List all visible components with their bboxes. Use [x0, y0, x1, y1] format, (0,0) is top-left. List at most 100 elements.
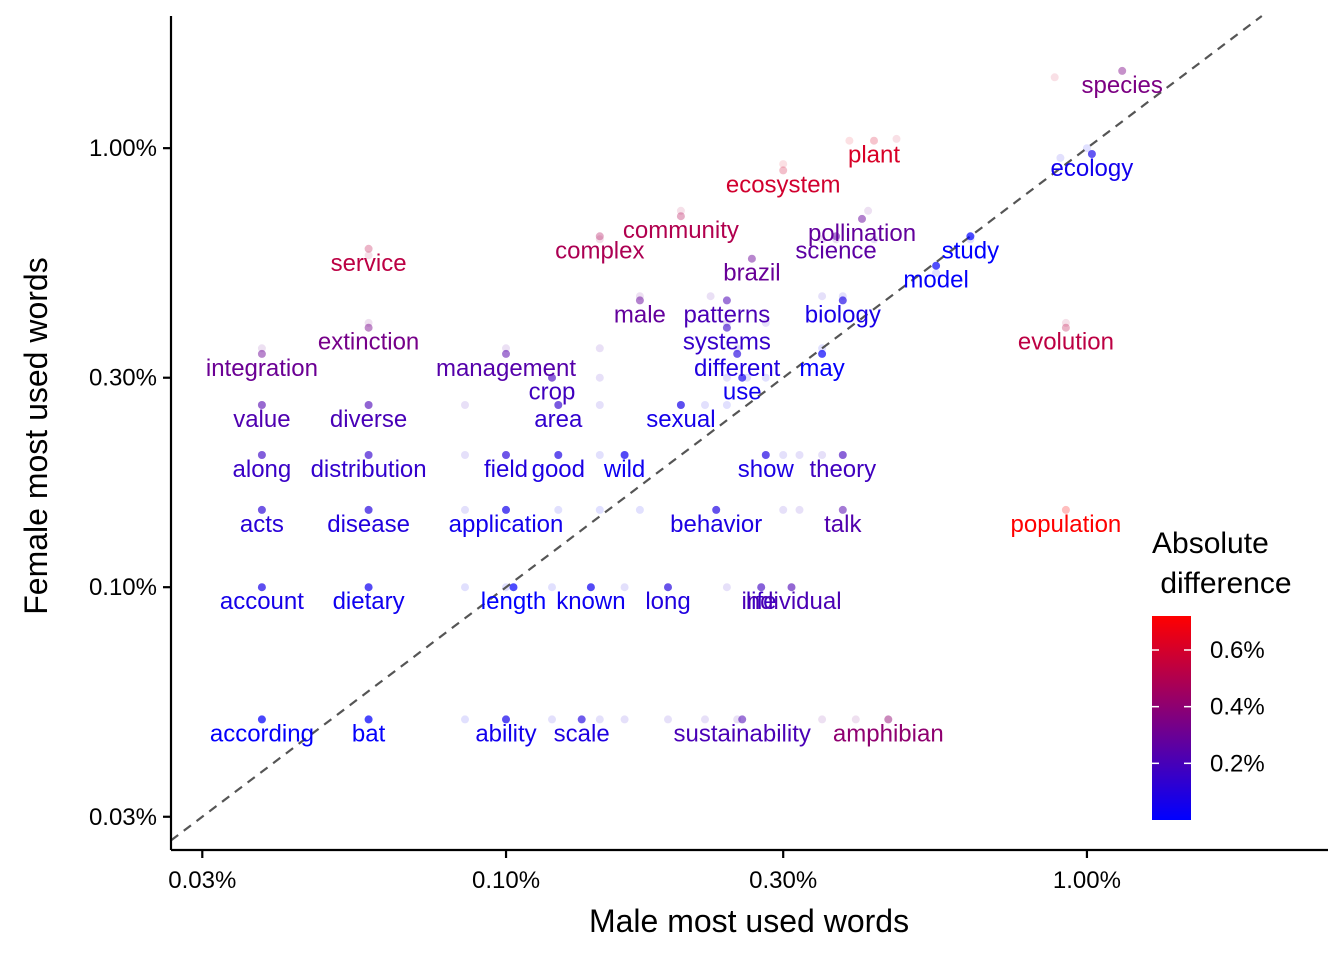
- background-point: [1061, 505, 1070, 514]
- y-axis-ticks: 0.03% 0.10% 0.30% 1.00%: [89, 135, 171, 831]
- word-point-long: [664, 583, 672, 592]
- word-point-amphibian: [884, 715, 893, 724]
- word-point-crop: [548, 373, 556, 382]
- word-point-scale: [577, 715, 586, 724]
- legend-colorbar: [1152, 616, 1191, 820]
- word-label-field: field: [484, 456, 528, 483]
- background-point: [701, 715, 709, 724]
- background-point: [1050, 73, 1059, 82]
- word-label-bat: bat: [352, 720, 386, 747]
- x-tick-label: 0.30%: [749, 867, 817, 894]
- word-labels: species plant ecology ecosystem community pol…: [206, 72, 1163, 748]
- background-point: [706, 292, 715, 301]
- background-point: [595, 715, 604, 724]
- y-tick-label: 0.30%: [89, 365, 157, 392]
- background-point: [620, 583, 629, 592]
- word-label-plant: plant: [848, 142, 900, 169]
- word-label-extinction: extinction: [318, 329, 419, 356]
- word-point-field: [502, 451, 510, 459]
- word-point-male: [635, 296, 644, 305]
- word-label-biology: biology: [805, 301, 881, 328]
- word-point-ability: [502, 715, 510, 724]
- word-point-value: [257, 401, 266, 409]
- background-point: [779, 451, 788, 459]
- word-label-management: management: [436, 355, 576, 382]
- word-point-study: [966, 232, 975, 241]
- x-tick-label: 1.00%: [1053, 867, 1121, 894]
- word-label-distribution: distribution: [311, 456, 427, 483]
- background-point: [595, 451, 604, 459]
- word-label-individual: individual: [741, 588, 841, 615]
- background-point: [595, 401, 604, 409]
- word-point-known: [586, 583, 595, 592]
- x-axis-title: Male most used words: [589, 903, 909, 939]
- word-point-pollination: [858, 214, 866, 223]
- x-tick-label: 0.03%: [168, 867, 236, 894]
- word-label-model: model: [903, 267, 968, 294]
- word-label-community: community: [623, 217, 739, 244]
- background-point: [635, 292, 644, 301]
- word-label-different: different: [694, 355, 781, 382]
- y-axis-title: Female most used words: [18, 257, 54, 614]
- word-label-life: life: [746, 588, 777, 615]
- word-point-systems: [722, 323, 731, 332]
- background-point: [461, 401, 469, 409]
- word-point-theory: [838, 451, 847, 459]
- word-label-sexual: sexual: [646, 406, 715, 433]
- background-point: [818, 451, 827, 459]
- word-label-service: service: [331, 250, 407, 277]
- word-point-evolution: [1061, 323, 1070, 332]
- word-points: [257, 66, 1127, 724]
- background-point: [722, 401, 731, 409]
- background-point: [676, 206, 685, 215]
- word-label-sustainability: sustainability: [673, 720, 810, 747]
- word-point-behavior: [712, 505, 721, 514]
- word-label-systems: systems: [683, 329, 771, 356]
- x-tick-label: 0.10%: [472, 867, 540, 894]
- word-point-complex: [595, 232, 604, 241]
- word-point-account: [257, 583, 266, 592]
- background-point: [461, 715, 469, 724]
- word-point-service: [364, 244, 373, 253]
- word-point-species: [1118, 66, 1127, 75]
- word-point-ecology: [1087, 150, 1096, 158]
- background-point: [845, 136, 854, 145]
- word-label-amphibian: amphibian: [833, 720, 944, 747]
- word-point-length: [509, 583, 518, 592]
- word-point-individual: [787, 583, 796, 592]
- word-point-use: [738, 373, 747, 382]
- background-point: [761, 373, 770, 382]
- word-label-brazil: brazil: [723, 260, 780, 287]
- word-label-known: known: [556, 588, 625, 615]
- word-point-according: [257, 715, 266, 724]
- word-label-use: use: [723, 379, 762, 406]
- background-point: [635, 505, 644, 514]
- background-point: [870, 235, 878, 244]
- background-point: [779, 160, 788, 169]
- background-point: [818, 235, 827, 244]
- background-point: [548, 583, 556, 592]
- background-point: [257, 344, 266, 353]
- word-point-biology: [838, 296, 847, 305]
- y-tick-label: 0.10%: [89, 574, 157, 601]
- background-point: [1061, 318, 1070, 327]
- word-point-brazil: [747, 254, 756, 263]
- word-label-complex: complex: [555, 237, 644, 264]
- word-point-wild: [620, 451, 629, 459]
- background-point: [364, 251, 373, 260]
- background-point: [851, 715, 860, 724]
- word-point-area: [554, 401, 563, 409]
- word-point-life: [757, 583, 766, 592]
- word-point-distribution: [364, 451, 373, 459]
- background-point: [595, 373, 604, 382]
- word-point-ecosystem: [779, 166, 788, 175]
- background-point: [761, 318, 770, 327]
- background-point: [795, 505, 804, 514]
- word-point-community: [676, 212, 685, 221]
- word-label-good: good: [532, 456, 585, 483]
- background-point: [364, 318, 373, 327]
- legend-tick-label: 0.2%: [1210, 750, 1265, 777]
- background-points: [257, 73, 1091, 724]
- word-label-diverse: diverse: [330, 406, 407, 433]
